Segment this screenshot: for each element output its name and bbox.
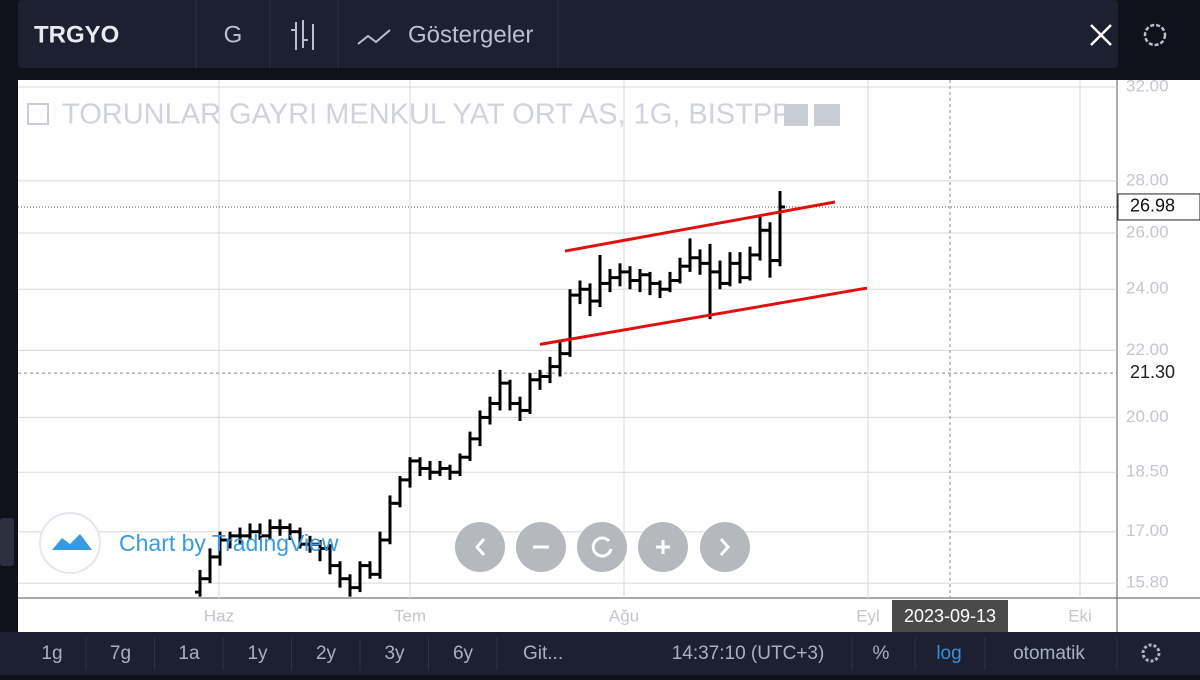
range-button[interactable]: 1a [178,643,200,664]
y-tick-label: 28.00 [1126,170,1169,189]
range-button[interactable]: 7g [110,643,131,664]
settings-small-button[interactable] [814,104,840,126]
y-tick-label: 15.80 [1126,573,1169,592]
auto-toggle[interactable]: otomatik [1013,643,1085,664]
percent-toggle[interactable]: % [873,643,890,664]
settings-button[interactable] [1143,23,1167,47]
x-tick-label: Haz [204,606,234,625]
clock: 14:37:10 (UTC+3) [672,643,825,664]
scroll-left[interactable] [455,522,505,572]
attribution[interactable]: Chart by TradingView [119,530,339,556]
x-tick-label: Tem [394,606,426,625]
visibility-button[interactable] [784,104,808,126]
trend-line[interactable] [564,200,836,253]
y-tick-label: 17.00 [1126,521,1169,540]
crosshair-price-box [1118,360,1200,387]
indicators[interactable]: Göstergeler [408,21,533,48]
side-handle[interactable] [0,518,14,566]
x-tick-label: Ağu [609,606,639,625]
y-tick-label: 22.00 [1126,340,1169,359]
y-tick-label: 32.00 [1126,76,1169,95]
x-tick-label: Eyl [856,606,880,625]
bar-style-icon[interactable] [291,20,314,50]
y-tick-label: 20.00 [1126,407,1169,426]
chart-title: TORUNLAR GAYRI MENKUL YAT ORT AS, 1G, BI… [62,99,792,131]
range-button[interactable]: 6y [453,643,474,664]
bottom-items: 1g 7g 1a 1y 2y 3y 6y Git... 14:37:10 (UTC+3)% log… [41,638,1161,670]
last-price-label: 26.98 [1130,196,1175,216]
nav-icons [475,536,730,558]
indicators-icon[interactable] [357,29,391,45]
tradingview-logo [39,512,101,574]
y-tick-label: 24.00 [1126,279,1169,298]
logo-mark [52,534,92,550]
y-tick-label: 18.50 [1126,462,1169,481]
log-toggle[interactable]: log [936,643,961,664]
x-tick-label: Eki [1068,606,1092,625]
scroll-right[interactable] [700,522,750,572]
range-button[interactable]: 1y [247,643,268,664]
bottom-settings[interactable] [1141,643,1161,663]
trend-line[interactable] [539,286,868,346]
crosshair-date-label: 2023-09-13 [904,606,996,626]
symbol[interactable]: TRGYO [34,21,119,48]
crosshair-price-label: 21.30 [1130,362,1175,382]
grid [18,80,1117,598]
range-button[interactable]: 3y [384,643,405,664]
top-toolbar [18,0,1118,68]
y-tick-label: 26.00 [1126,222,1169,241]
range-button[interactable]: 2y [316,643,337,664]
last-price-box [1117,193,1200,221]
close-button[interactable] [1090,24,1112,46]
axes: 15.80 17.00 18.50 20.00 22.00 24.00 26.00 28.00… [204,76,1200,632]
bottom-toolbar [0,632,1200,675]
reset[interactable] [577,522,627,572]
interval[interactable]: G [224,21,243,48]
range-button[interactable]: 1g [41,643,62,664]
go-to[interactable]: Git... [523,643,563,664]
crosshair-date-box [892,600,1008,632]
plot [18,80,1117,598]
collapse-button[interactable] [27,103,49,125]
